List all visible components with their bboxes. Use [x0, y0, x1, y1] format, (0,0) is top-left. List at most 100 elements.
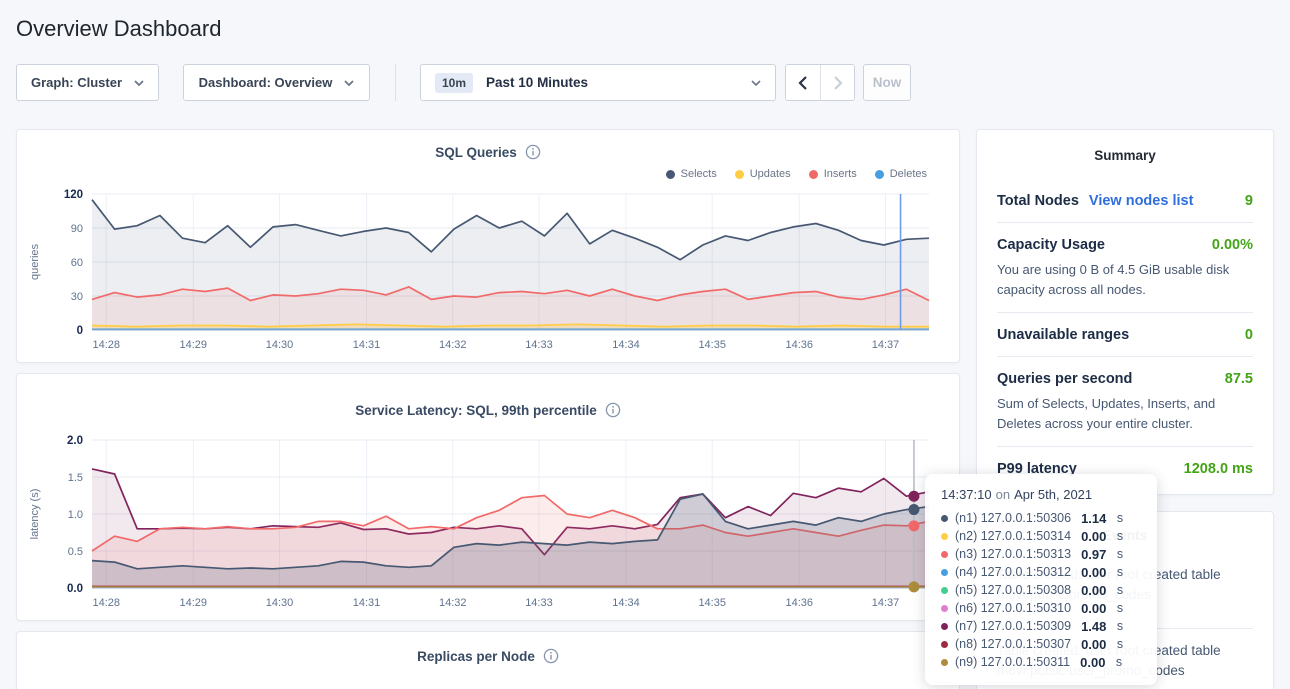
view-nodes-list-link[interactable]: View nodes list [1088, 193, 1194, 209]
tooltip-node-latency: 0.97 [1081, 546, 1107, 562]
chevron-right-icon [833, 75, 843, 90]
node-color-dot-icon [941, 604, 948, 612]
node-color-dot-icon [941, 640, 948, 648]
summary-panel: Summary Total Nodes View nodes list 9 Ca… [976, 129, 1274, 495]
tooltip-node-row: (n4) 127.0.0.1:50312 0.00 s [941, 563, 1141, 581]
tooltip-timestamp: 14:37:10 on Apr 5th, 2021 [941, 487, 1141, 502]
p99-latency-label: P99 latency [997, 461, 1077, 477]
page-title: Overview Dashboard [16, 16, 222, 41]
legend-label: Selects [680, 168, 717, 180]
svg-text:90: 90 [71, 223, 83, 235]
tooltip-node-latency: 0.00 [1080, 654, 1106, 670]
unavailable-ranges-value: 0 [1244, 327, 1253, 343]
svg-text:0.0: 0.0 [67, 583, 83, 595]
summary-section-capacity: Capacity Usage 0.00% You are using 0 B o… [997, 222, 1253, 312]
node-color-dot-icon [941, 550, 948, 558]
node-color-dot-icon [941, 514, 948, 522]
tooltip-latency-unit: s [1113, 583, 1124, 597]
graph-dropdown[interactable]: Graph: Cluster [16, 64, 159, 101]
controls-divider [395, 64, 396, 101]
tooltip-node-latency: 0.00 [1081, 564, 1107, 580]
legend-label: Updates [749, 168, 791, 180]
tooltip-node-row: (n2) 127.0.0.1:50314 0.00 s [941, 527, 1141, 545]
chevron-down-icon [344, 75, 354, 90]
graph-dropdown-label: Graph: Cluster [31, 75, 123, 90]
svg-text:14:32: 14:32 [439, 597, 467, 609]
tooltip-node-latency: 1.14 [1081, 510, 1107, 526]
capacity-usage-desc: You are using 0 B of 4.5 GiB usable disk… [997, 262, 1230, 297]
legend-item-selects[interactable]: Selects [665, 166, 717, 182]
latency-chart[interactable]: 0.0 0.5 1.0 1.5 2.0 14:28 14:29 14:30 14:31 14:32… [25, 428, 951, 616]
svg-text:14:37: 14:37 [872, 597, 900, 609]
svg-text:14:34: 14:34 [612, 339, 640, 351]
time-range-picker[interactable]: 10m Past 10 Minutes [420, 64, 776, 101]
time-nav-group [785, 64, 855, 101]
qps-desc: Sum of Selects, Updates, Inserts, and De… [997, 396, 1216, 431]
svg-text:0.5: 0.5 [68, 546, 83, 558]
summary-section-total-nodes: Total Nodes View nodes list 9 [997, 179, 1253, 222]
tooltip-node-latency: 0.00 [1081, 600, 1107, 616]
svg-text:14:28: 14:28 [92, 597, 120, 609]
tooltip-node-address: (n1) 127.0.0.1:50306 [955, 511, 1072, 525]
chart-title-sql-queries: SQL Queries [435, 144, 517, 160]
tooltip-node-address: (n7) 127.0.0.1:50309 [955, 619, 1072, 633]
svg-text:30: 30 [71, 291, 83, 303]
info-icon[interactable] [605, 402, 621, 418]
node-color-dot-icon [941, 532, 948, 540]
svg-text:14:31: 14:31 [353, 597, 381, 609]
chart-title-latency: Service Latency: SQL, 99th percentile [355, 402, 597, 418]
legend-dot-icon [734, 169, 744, 179]
tooltip-node-row: (n8) 127.0.0.1:50307 0.00 s [941, 635, 1141, 653]
info-icon[interactable] [525, 144, 541, 160]
sql-queries-chart[interactable]: 0 30 60 90 120 14:28 14:29 14:30 14:31 14:32 14:33… [25, 186, 951, 358]
svg-text:1.0: 1.0 [68, 509, 83, 521]
tooltip-node-row: (n3) 127.0.0.1:50313 0.97 s [941, 545, 1141, 563]
tooltip-latency-unit: s [1113, 511, 1124, 525]
tooltip-node-address: (n4) 127.0.0.1:50312 [955, 565, 1072, 579]
charts-column: SQL Queries Selects Updates Inserts Deletes… [16, 129, 960, 689]
tooltip-node-row: (n7) 127.0.0.1:50309 1.48 s [941, 617, 1141, 635]
unavailable-ranges-label: Unavailable ranges [997, 327, 1130, 343]
legend-item-inserts[interactable]: Inserts [808, 166, 857, 182]
tooltip-node-latency: 1.48 [1081, 618, 1107, 634]
tooltip-time: 14:37:10 [941, 487, 992, 502]
tooltip-latency-unit: s [1113, 529, 1124, 543]
dashboard-main: SQL Queries Selects Updates Inserts Deletes… [16, 129, 1274, 689]
chart-hover-tooltip: 14:37:10 on Apr 5th, 2021 (n1) 127.0.0.1:5… [925, 474, 1157, 685]
svg-text:latency (s): latency (s) [29, 489, 41, 540]
now-button[interactable]: Now [863, 64, 911, 101]
svg-text:14:30: 14:30 [266, 597, 294, 609]
dashboard-controls: Graph: Cluster Dashboard: Overview 10m P… [16, 64, 1274, 101]
legend-item-deletes[interactable]: Deletes [874, 166, 927, 182]
svg-text:14:31: 14:31 [353, 339, 381, 351]
summary-section-qps: Queries per second 87.5 Sum of Selects, … [997, 356, 1253, 446]
tooltip-node-list: (n1) 127.0.0.1:50306 1.14 s (n2) 127.0.0.1… [941, 509, 1141, 671]
tooltip-node-row: (n9) 127.0.0.1:50311 0.00 s [941, 653, 1141, 671]
info-icon[interactable] [543, 648, 559, 664]
legend-item-updates[interactable]: Updates [734, 166, 791, 182]
svg-text:14:32: 14:32 [439, 339, 467, 351]
tooltip-node-address: (n5) 127.0.0.1:50308 [955, 583, 1072, 597]
node-color-dot-icon [941, 568, 948, 576]
svg-text:14:36: 14:36 [785, 339, 813, 351]
tooltip-latency-unit: s [1113, 619, 1124, 633]
node-color-dot-icon [941, 658, 948, 666]
svg-text:0: 0 [77, 325, 83, 337]
tooltip-latency-unit: s [1113, 565, 1124, 579]
time-back-button[interactable] [786, 65, 820, 100]
summary-title: Summary [1094, 148, 1156, 163]
latency-card: Service Latency: SQL, 99th percentile 0.… [16, 373, 960, 621]
svg-text:14:33: 14:33 [525, 597, 553, 609]
total-nodes-label: Total Nodes [997, 193, 1079, 209]
time-forward-button[interactable] [820, 65, 854, 100]
tooltip-node-row: (n5) 127.0.0.1:50308 0.00 s [941, 581, 1141, 599]
sql-queries-legend: Selects Updates Inserts Deletes [25, 166, 927, 182]
p99-latency-value: 1208.0 ms [1183, 461, 1253, 477]
svg-text:queries: queries [29, 243, 41, 280]
chevron-left-icon [798, 75, 807, 90]
legend-label: Inserts [823, 168, 857, 180]
tooltip-node-row: (n1) 127.0.0.1:50306 1.14 s [941, 509, 1141, 527]
svg-text:14:36: 14:36 [785, 597, 813, 609]
time-range-label: Past 10 Minutes [486, 75, 589, 90]
dashboard-dropdown[interactable]: Dashboard: Overview [183, 64, 370, 101]
